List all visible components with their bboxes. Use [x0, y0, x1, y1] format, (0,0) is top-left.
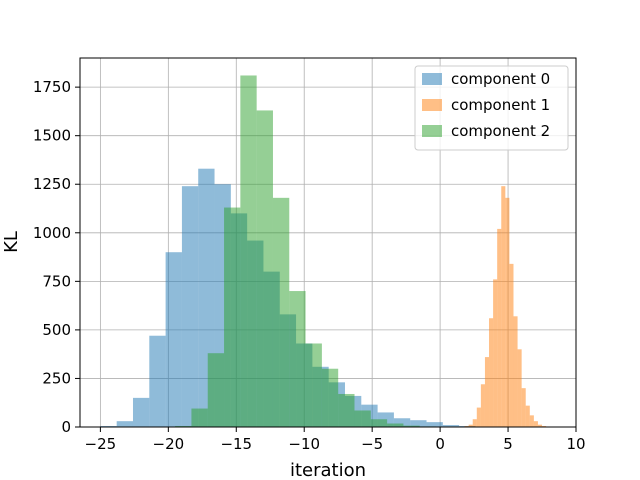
series-1-bar — [537, 424, 543, 427]
y-tick-label: 250 — [42, 369, 71, 387]
series-1-bar — [517, 349, 522, 427]
series-1-bar — [480, 384, 485, 427]
series-0-bar — [442, 425, 460, 427]
series-1-bar — [529, 415, 534, 427]
series-2-bar — [321, 368, 339, 427]
legend-swatch — [422, 125, 442, 137]
legend-label: component 0 — [451, 70, 550, 88]
series-1-bar — [489, 318, 494, 427]
series-2-bar — [289, 291, 306, 427]
x-tick-label: 10 — [566, 435, 585, 453]
series-0-bar — [426, 422, 443, 427]
series-1-bar — [501, 186, 506, 427]
series-1-bar — [484, 357, 490, 427]
y-tick-label: 750 — [42, 272, 71, 290]
series-1-bar — [497, 228, 502, 427]
y-tick-label: 1750 — [33, 78, 71, 96]
y-axis-label: KL — [1, 231, 22, 253]
legend-swatch — [422, 99, 442, 111]
series-0-bar — [410, 420, 427, 427]
legend: component 0 component 1 component 2 — [414, 65, 569, 151]
series-2-bar — [354, 410, 371, 427]
series-2-bar — [305, 343, 322, 427]
x-tick-label: 0 — [435, 435, 445, 453]
series-2-bar — [240, 75, 257, 428]
series-0-bar — [393, 418, 411, 427]
x-tick-label: 5 — [503, 435, 513, 453]
series-1-bar — [533, 421, 538, 427]
series-2-bar — [338, 393, 355, 427]
y-tick-label: 1500 — [33, 127, 71, 145]
series-0-bar — [181, 186, 199, 427]
series-2-bar — [256, 110, 273, 428]
x-tick-label: −5 — [361, 435, 383, 453]
series-1-bar — [472, 419, 477, 427]
legend-swatch — [422, 73, 442, 85]
series-0-bar — [149, 335, 166, 427]
series-1-bar — [505, 197, 510, 427]
x-axis-ticks: −25 −20 −15 −10 −5 0 5 10 — [85, 427, 586, 453]
series-2-bar — [387, 423, 404, 427]
x-tick-label: −25 — [85, 435, 117, 453]
series-1-bars — [464, 186, 551, 427]
legend-label: component 1 — [451, 96, 550, 114]
y-tick-label: 500 — [42, 321, 71, 339]
plot-frame — [79, 57, 577, 428]
x-axis-label: iteration — [290, 460, 366, 480]
y-tick-label: 0 — [61, 418, 71, 436]
series-1-bar — [513, 316, 518, 427]
series-1-bar — [521, 388, 526, 427]
series-1-bar — [493, 279, 498, 427]
series-0-bar — [116, 421, 133, 427]
series-2-bar — [370, 419, 388, 427]
y-axis-ticks: 0 250 500 750 1000 1250 1500 1750 — [33, 78, 80, 436]
x-tick-label: −20 — [153, 435, 185, 453]
series-1-bar — [468, 424, 473, 427]
series-1-bar — [476, 407, 481, 427]
legend-box — [414, 65, 569, 151]
x-tick-label: −15 — [220, 435, 252, 453]
series-1-bar — [525, 405, 530, 427]
series-2-bar — [403, 425, 420, 427]
y-tick-label: 1250 — [33, 175, 71, 193]
series-2-bar — [207, 353, 225, 427]
histogram-bars — [100, 75, 551, 428]
legend-label: component 2 — [451, 122, 550, 140]
x-tick-label: −10 — [288, 435, 320, 453]
series-0-bar — [165, 252, 182, 427]
series-2-bar — [191, 408, 208, 427]
y-tick-label: 1000 — [33, 224, 71, 242]
series-0-bar — [132, 397, 150, 427]
series-2-bar — [224, 207, 241, 427]
series-2-bars — [175, 75, 437, 428]
series-1-bar — [509, 263, 514, 427]
series-2-bar — [272, 197, 290, 427]
